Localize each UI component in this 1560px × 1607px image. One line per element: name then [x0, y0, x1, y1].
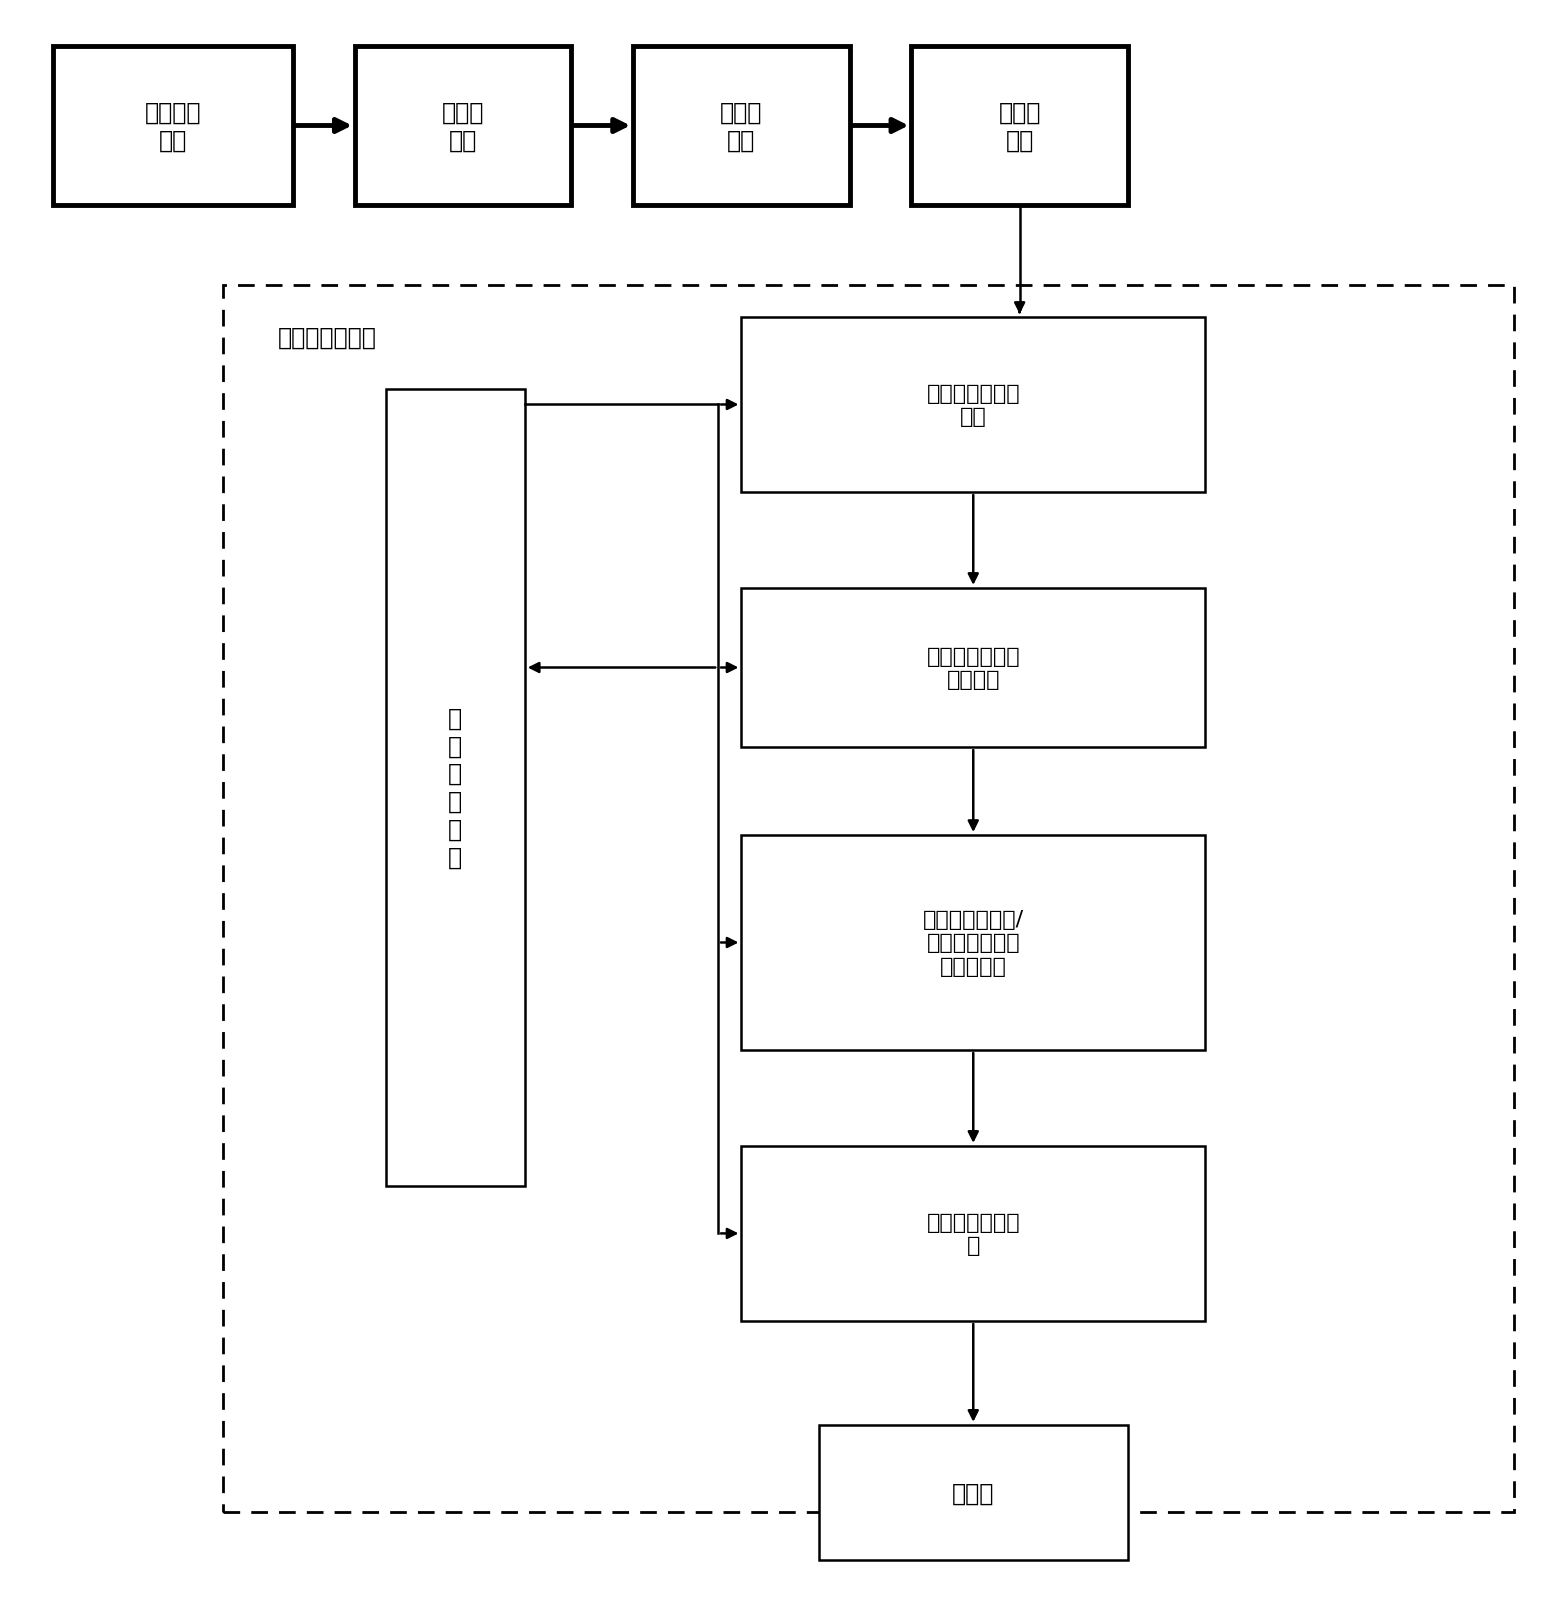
FancyBboxPatch shape — [385, 389, 524, 1186]
Text: 数据处理和图形
处理模块: 数据处理和图形 处理模块 — [927, 646, 1020, 689]
Text: 声发射传
感器: 声发射传 感器 — [145, 101, 201, 153]
Text: 数
据
存
储
模
块: 数 据 存 储 模 块 — [448, 705, 462, 869]
FancyBboxPatch shape — [819, 1425, 1128, 1560]
FancyBboxPatch shape — [53, 47, 293, 206]
Text: 数据采
集仪: 数据采 集仪 — [998, 101, 1041, 153]
Text: 带通滤
波器: 带通滤 波器 — [721, 101, 763, 153]
Text: 数字式信号传输
接口: 数字式信号传输 接口 — [927, 384, 1020, 427]
FancyBboxPatch shape — [741, 318, 1206, 493]
Text: 损伤类型处理器: 损伤类型处理器 — [278, 326, 376, 349]
FancyBboxPatch shape — [741, 836, 1206, 1051]
FancyBboxPatch shape — [741, 588, 1206, 747]
Text: 振幅、振铃计数/
撞击数、频谱特
征分析模块: 振幅、振铃计数/ 撞击数、频谱特 征分析模块 — [922, 910, 1023, 975]
FancyBboxPatch shape — [633, 47, 850, 206]
FancyBboxPatch shape — [911, 47, 1128, 206]
Text: 损伤类型判断模
块: 损伤类型判断模 块 — [927, 1212, 1020, 1255]
Text: 显示器: 显示器 — [952, 1480, 994, 1504]
Text: 程控放
大器: 程控放 大器 — [441, 101, 484, 153]
FancyBboxPatch shape — [223, 286, 1515, 1512]
FancyBboxPatch shape — [354, 47, 571, 206]
FancyBboxPatch shape — [741, 1146, 1206, 1321]
